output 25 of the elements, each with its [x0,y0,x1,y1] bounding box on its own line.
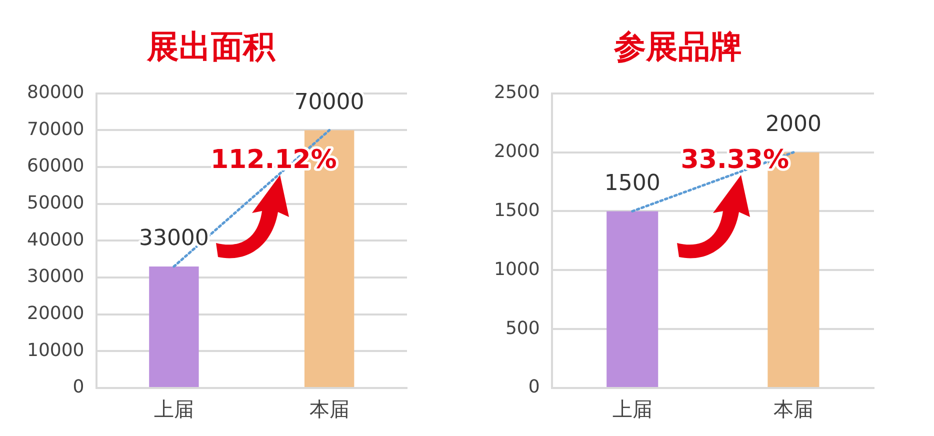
y-tick-label: 50000 [26,192,84,214]
x-tick-label: 上届 [154,397,194,422]
y-tick-label: 0 [72,376,84,398]
y-tick-label: 80000 [26,82,84,104]
chart-title: 参展品牌 [613,28,742,66]
y-tick-label: 2500 [494,82,540,104]
y-tick-label: 30000 [26,266,84,288]
y-tick-label: 60000 [26,156,84,177]
x-tick-label: 上届 [612,397,652,422]
y-tick-label: 1500 [494,200,540,221]
y-tick-label: 2000 [494,140,540,162]
data-label: 70000 [294,90,364,115]
y-tick-label: 20000 [26,303,84,324]
y-tick-label: 40000 [26,229,84,250]
data-label: 33000 [138,226,209,252]
y-tick-label: 0 [528,376,540,398]
y-tick-label: 500 [505,318,540,339]
y-tick-label: 1000 [494,258,540,280]
chart-title: 展出面积 [146,28,276,66]
y-tick-label: 70000 [26,118,84,140]
y-tick-label: 10000 [26,340,84,361]
x-tick-label: 本届 [309,397,350,422]
x-tick-label: 本届 [773,397,814,422]
data-label: 2000 [765,112,822,138]
data-label: 1500 [604,170,660,196]
